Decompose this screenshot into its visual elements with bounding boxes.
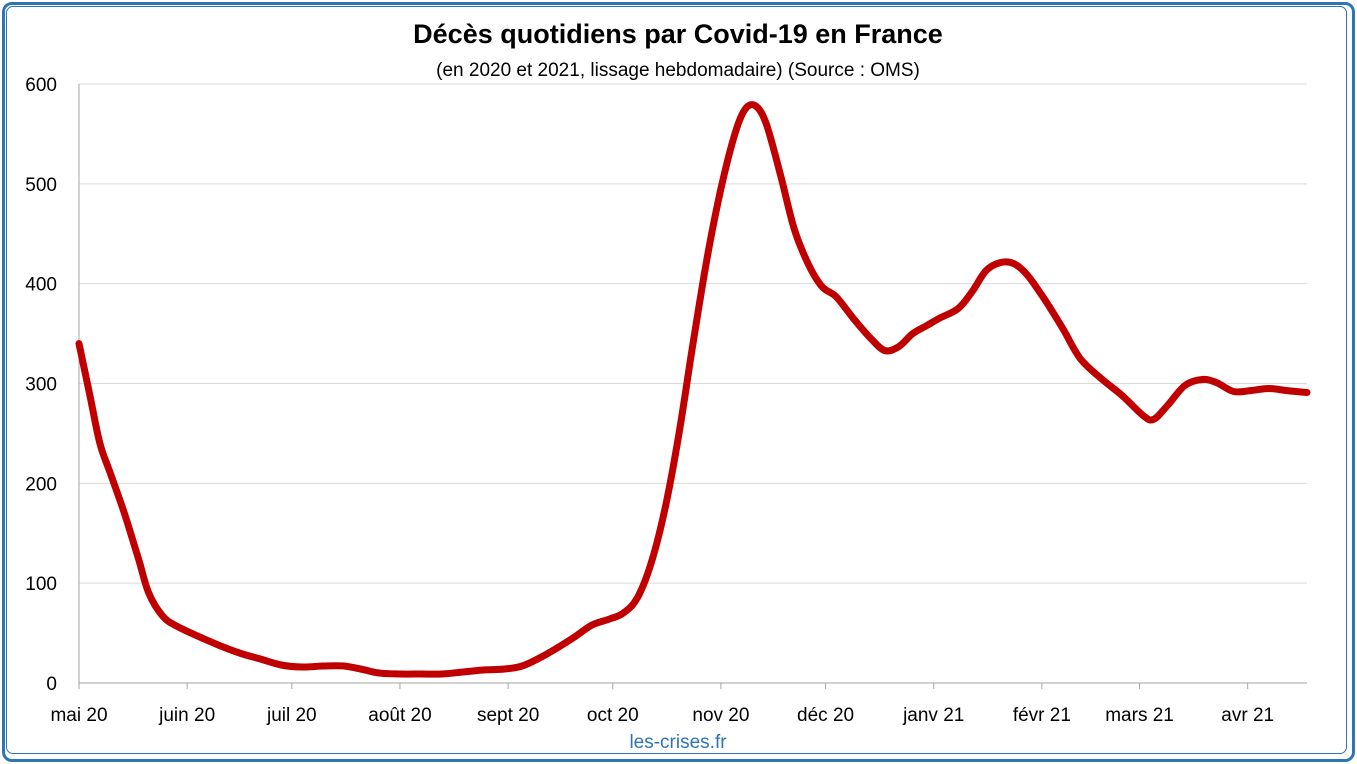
x-tick-label: janv 21 xyxy=(902,705,964,726)
x-tick-label: nov 20 xyxy=(692,705,749,726)
chart-title: Décès quotidiens par Covid-19 en France xyxy=(413,19,943,49)
y-tick-label: 0 xyxy=(46,674,57,695)
x-tick-label: févr 21 xyxy=(1013,705,1071,726)
x-tick-label: avr 21 xyxy=(1221,705,1274,726)
source-label: les-crises.fr xyxy=(629,732,727,753)
chart-subtitle: (en 2020 et 2021, lissage hebdomadaire) … xyxy=(436,60,920,81)
x-tick-label: août 20 xyxy=(368,705,431,726)
y-tick-label: 100 xyxy=(25,574,57,595)
series-layer xyxy=(75,101,1311,678)
x-tick-label: déc 20 xyxy=(797,705,854,726)
x-tick-label: sept 20 xyxy=(477,705,539,726)
x-tick-label: mai 20 xyxy=(50,705,107,726)
y-tick-label: 400 xyxy=(25,275,57,296)
axis-layer: 0 100 200 300 400 500 600 mai 20 juin 20 juil 20 a… xyxy=(25,75,1307,726)
y-tick-label: 300 xyxy=(25,375,57,396)
x-tick-label: oct 20 xyxy=(587,705,639,726)
x-tick-label: juin 20 xyxy=(158,705,215,726)
series-line xyxy=(75,101,1311,678)
y-tick-label: 200 xyxy=(25,474,57,495)
y-tick-label: 500 xyxy=(25,175,57,196)
x-tick-label: juil 20 xyxy=(266,705,317,726)
x-tick-label: mars 21 xyxy=(1105,705,1174,726)
y-tick-label: 600 xyxy=(25,75,57,96)
